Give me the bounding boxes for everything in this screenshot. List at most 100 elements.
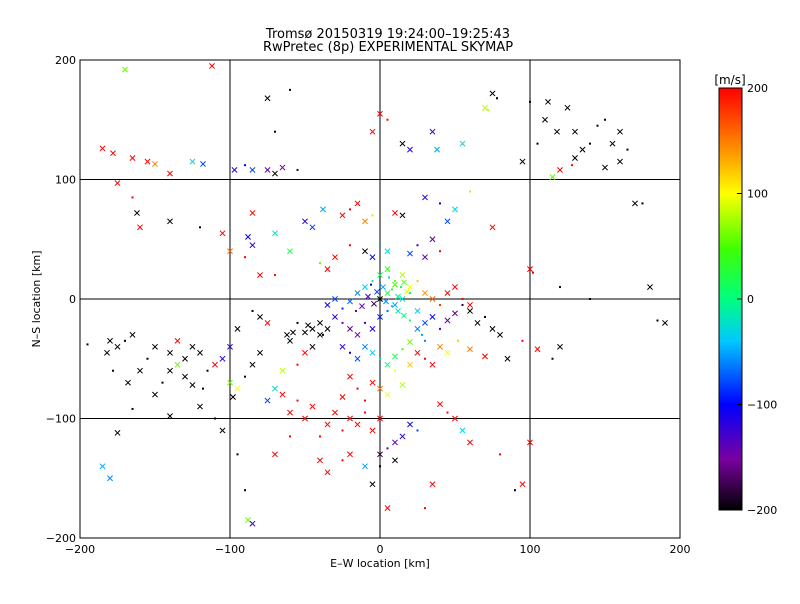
y-tick-label: 0 xyxy=(69,293,76,306)
data-point-cross xyxy=(452,415,458,422)
data-point-cross xyxy=(384,266,391,273)
data-point-cross xyxy=(152,391,158,398)
data-point-cross xyxy=(354,290,361,296)
data-point-cross xyxy=(152,343,158,350)
data-point-cross xyxy=(362,218,368,225)
data-point-cross xyxy=(617,128,623,135)
data-point-cross xyxy=(609,140,616,147)
data-point-cross xyxy=(377,296,383,302)
data-point-cross xyxy=(504,355,511,362)
data-point-cross xyxy=(369,128,376,135)
data-point-cross xyxy=(167,349,173,356)
data-point-dot xyxy=(571,164,573,167)
x-axis-label: E–W location [km] xyxy=(330,557,430,570)
data-point-cross xyxy=(264,95,271,102)
data-point-cross xyxy=(137,367,143,374)
data-point-cross xyxy=(377,451,383,458)
chart-title: Tromsø 20150319 19:24:00–19:25:43 xyxy=(265,27,510,42)
data-point-dot xyxy=(521,339,524,342)
data-point-cross xyxy=(107,337,113,344)
data-point-cross xyxy=(399,296,406,302)
colorbar-tick-label: −100 xyxy=(747,399,777,412)
data-point-cross xyxy=(354,355,361,362)
data-point-dot xyxy=(112,369,114,372)
data-point-dot xyxy=(289,88,291,91)
data-point-cross xyxy=(167,367,173,374)
data-point-dot xyxy=(244,256,246,259)
data-point-dot xyxy=(388,276,390,279)
data-point-cross xyxy=(377,272,383,279)
data-point-dot xyxy=(319,435,321,438)
data-point-cross xyxy=(489,224,496,231)
data-point-cross xyxy=(287,248,293,255)
data-point-cross xyxy=(527,266,533,273)
data-point-cross xyxy=(489,325,496,332)
data-point-cross xyxy=(527,439,533,446)
data-point-dot xyxy=(559,286,561,289)
data-point-dot xyxy=(251,309,254,312)
data-point-dot xyxy=(604,118,606,121)
data-point-dot xyxy=(274,274,276,277)
data-point-dot xyxy=(532,271,534,274)
data-point-cross xyxy=(320,206,326,213)
data-point-cross xyxy=(392,210,398,216)
data-point-dot xyxy=(386,309,389,312)
data-point-dot xyxy=(296,321,299,324)
data-point-cross xyxy=(414,325,421,332)
data-point-cross xyxy=(459,140,466,147)
data-point-cross xyxy=(474,319,481,326)
data-point-cross xyxy=(377,415,383,422)
data-point-cross xyxy=(617,158,623,165)
data-point-cross xyxy=(371,300,377,307)
data-point-cross xyxy=(401,279,407,286)
data-point-cross xyxy=(399,433,406,440)
data-point-cross xyxy=(227,379,233,386)
data-point-cross xyxy=(167,218,173,225)
data-point-cross xyxy=(384,290,391,296)
data-point-cross xyxy=(324,325,331,332)
data-point-dot xyxy=(394,369,396,372)
data-point-cross xyxy=(579,146,586,153)
data-point-cross xyxy=(245,517,251,524)
data-point-cross xyxy=(362,463,368,470)
data-point-cross xyxy=(99,145,106,152)
data-point-cross xyxy=(152,161,158,167)
data-point-cross xyxy=(444,317,451,324)
data-point-dot xyxy=(341,429,344,432)
data-point-cross xyxy=(383,298,389,305)
colorbar-tick-label: 200 xyxy=(747,82,768,95)
data-point-dot xyxy=(202,387,204,390)
data-point-cross xyxy=(302,349,308,356)
data-point-dot xyxy=(356,387,359,390)
data-point-cross xyxy=(257,272,263,279)
data-point-cross xyxy=(284,331,290,338)
data-point-cross xyxy=(189,158,196,165)
data-point-cross xyxy=(339,212,346,219)
x-tick-label: 0 xyxy=(377,543,384,556)
data-point-cross xyxy=(467,302,473,308)
data-point-dot xyxy=(379,244,381,247)
data-point-cross xyxy=(369,325,376,332)
data-point-cross xyxy=(122,66,128,73)
data-point-cross xyxy=(324,302,331,308)
data-point-dot xyxy=(355,309,357,312)
data-point-cross xyxy=(279,367,286,374)
data-point-dot xyxy=(439,202,441,205)
data-point-cross xyxy=(422,194,428,201)
data-point-cross xyxy=(354,421,361,428)
data-point-cross xyxy=(407,361,413,368)
data-point-cross xyxy=(557,166,563,173)
data-point-cross xyxy=(272,230,278,237)
x-tick-label: −200 xyxy=(65,543,95,556)
data-point-cross xyxy=(392,302,398,308)
data-point-cross xyxy=(249,361,256,368)
data-point-cross xyxy=(459,427,466,434)
data-point-cross xyxy=(302,329,308,336)
x-tick-label: −100 xyxy=(215,543,245,556)
data-point-cross xyxy=(380,284,386,291)
data-point-dot xyxy=(391,288,393,291)
data-point-dot xyxy=(400,286,402,289)
data-point-cross xyxy=(317,319,323,326)
data-point-dot xyxy=(371,280,374,283)
